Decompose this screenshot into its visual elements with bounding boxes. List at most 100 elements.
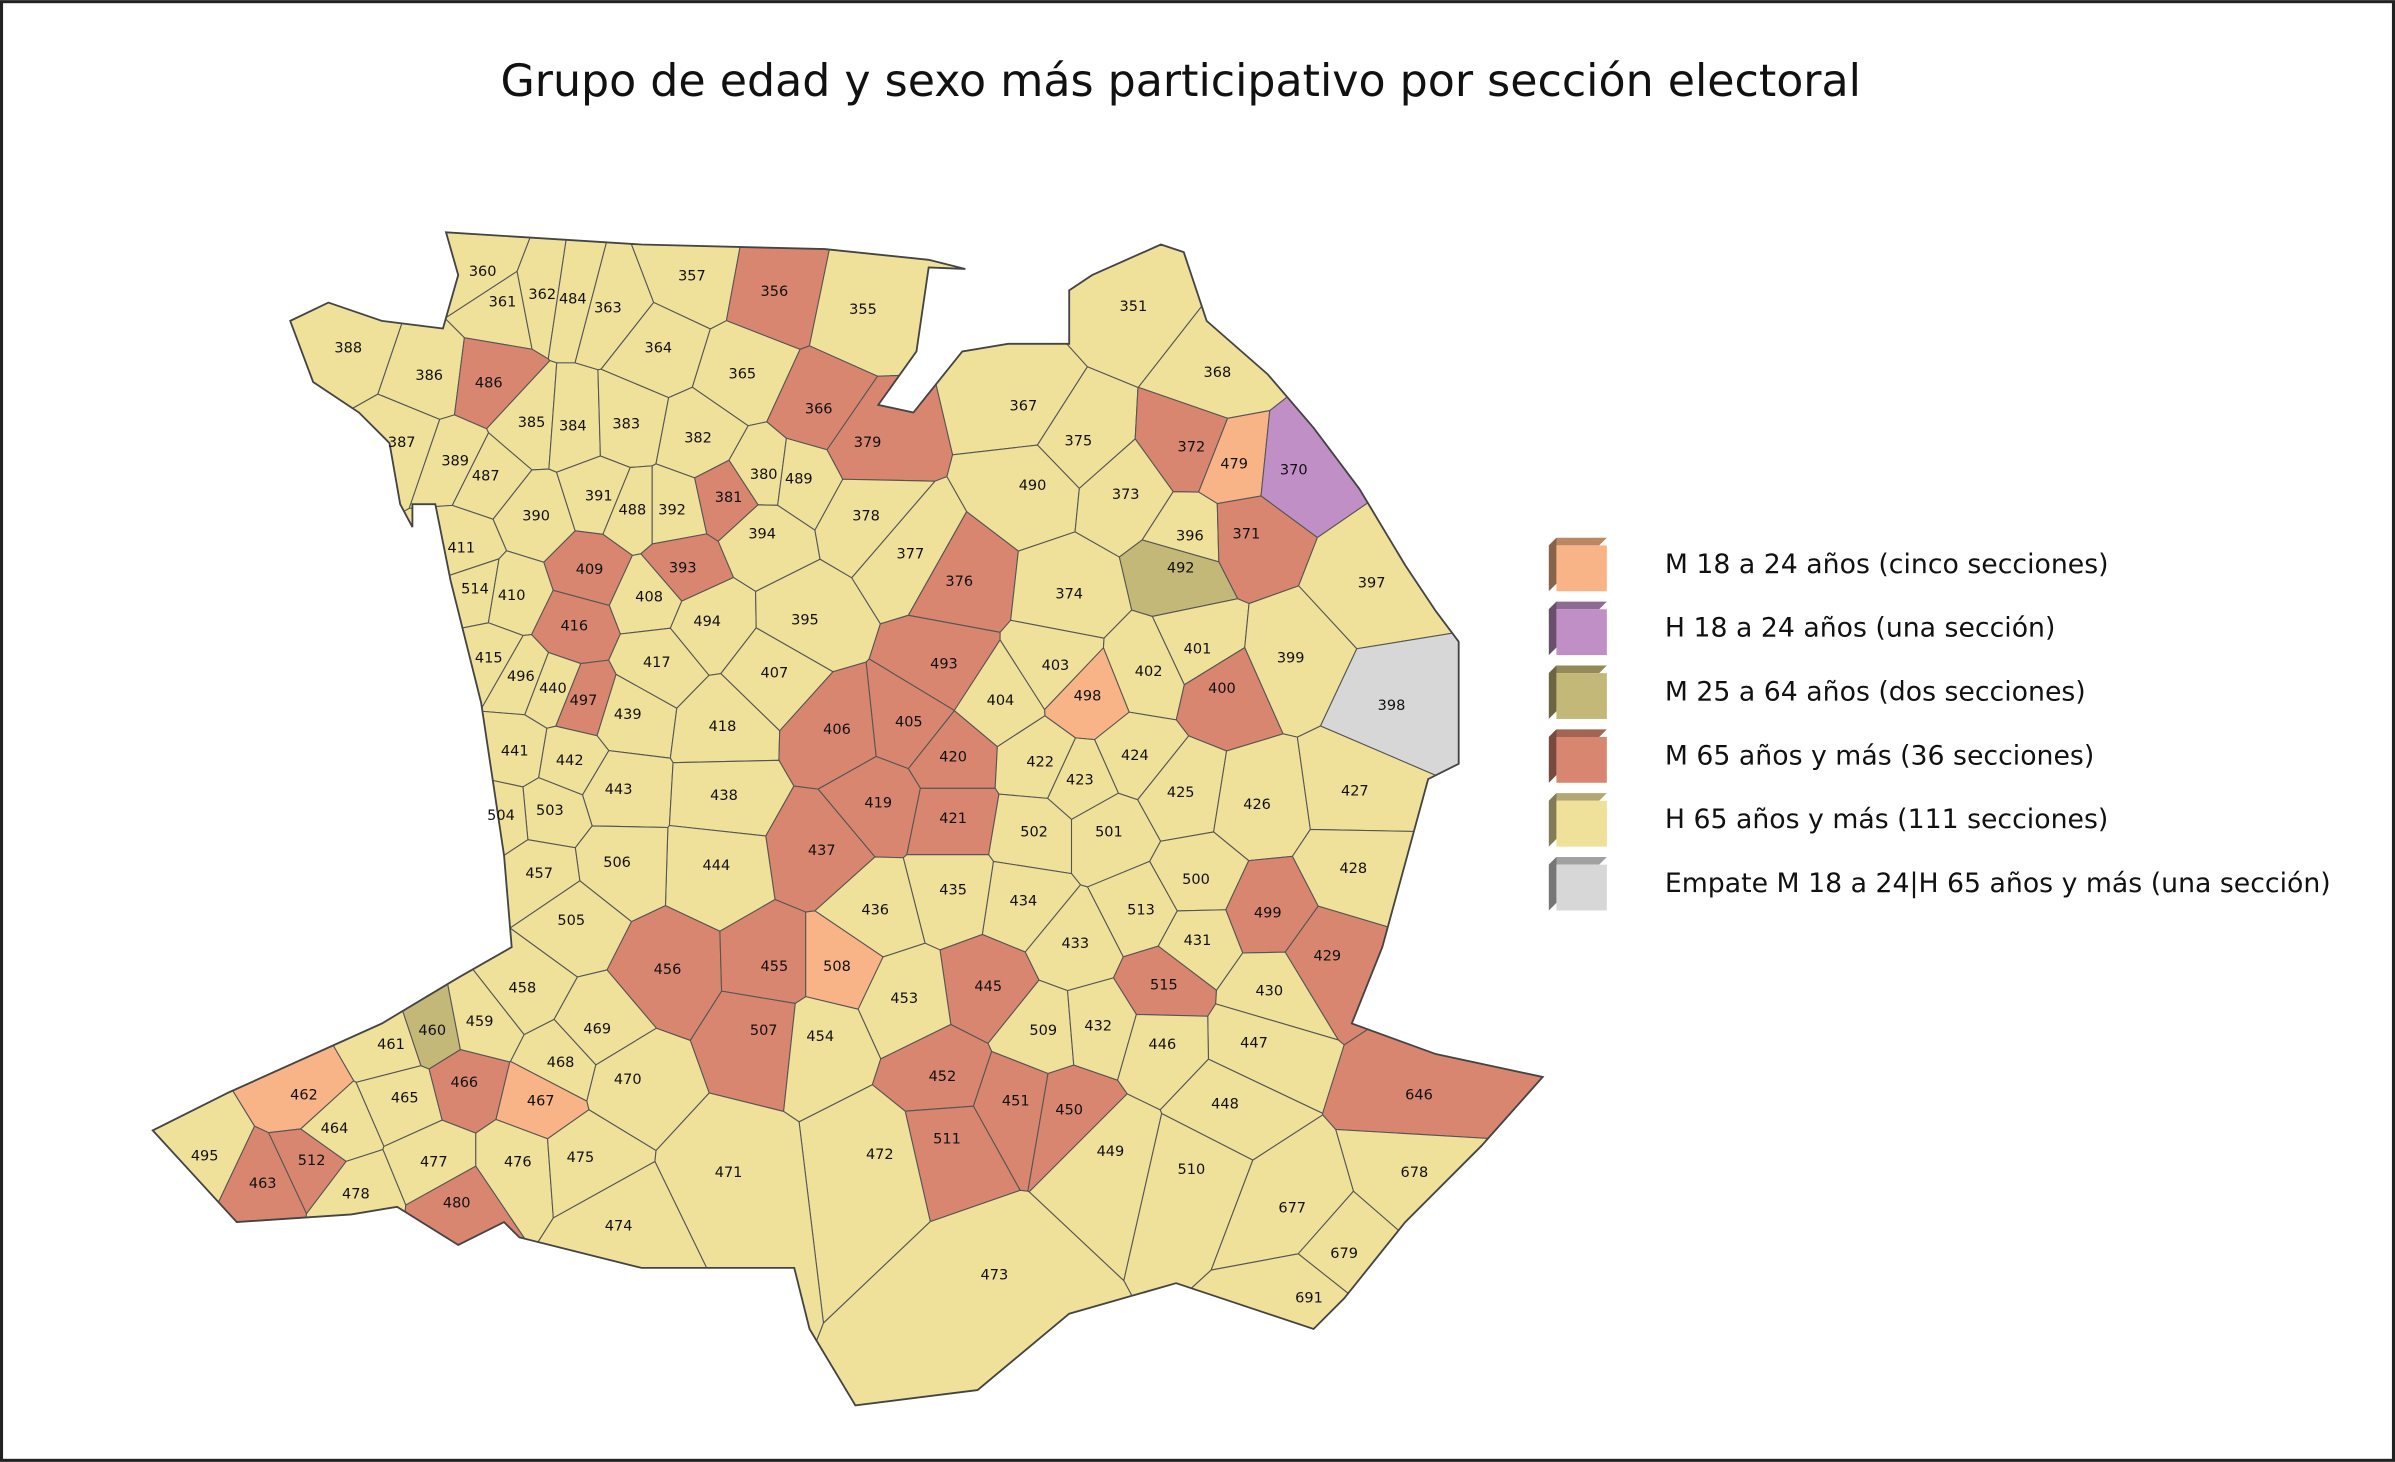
section-label: 678 bbox=[1401, 1165, 1429, 1181]
section-label: 484 bbox=[559, 292, 587, 308]
section-label: 367 bbox=[1010, 398, 1038, 414]
section-label: 470 bbox=[614, 1072, 642, 1088]
section-label: 510 bbox=[1178, 1162, 1206, 1178]
section-label: 420 bbox=[939, 750, 967, 766]
section-label: 505 bbox=[557, 913, 585, 929]
section-label: 506 bbox=[603, 855, 631, 871]
legend-swatch bbox=[1556, 609, 1607, 656]
legend-swatch-side bbox=[1548, 665, 1557, 719]
section-label: 691 bbox=[1295, 1290, 1323, 1306]
section-label: 497 bbox=[570, 693, 598, 709]
section-label: 477 bbox=[420, 1154, 448, 1170]
section-label: 507 bbox=[750, 1023, 778, 1039]
section-label: 433 bbox=[1061, 936, 1089, 952]
legend-swatch-top bbox=[1548, 729, 1607, 737]
section-label: 463 bbox=[249, 1176, 277, 1192]
section-label: 427 bbox=[1341, 783, 1369, 799]
section-label: 362 bbox=[528, 287, 556, 303]
section-label: 431 bbox=[1184, 933, 1212, 949]
section-label: 443 bbox=[605, 782, 633, 798]
section-label: 436 bbox=[861, 902, 889, 918]
legend: M 18 a 24 años (cinco secciones) H 18 a 2… bbox=[1548, 537, 2331, 911]
section-label: 407 bbox=[761, 666, 789, 682]
section-label: 469 bbox=[583, 1022, 611, 1038]
section-label: 401 bbox=[1184, 641, 1212, 657]
section-label: 679 bbox=[1330, 1246, 1358, 1262]
section-label: 454 bbox=[806, 1029, 834, 1045]
section-label: 465 bbox=[391, 1090, 419, 1106]
section-label: 445 bbox=[974, 979, 1002, 995]
section-label: 400 bbox=[1208, 681, 1236, 697]
section-label: 441 bbox=[501, 744, 529, 760]
section-label: 677 bbox=[1278, 1200, 1306, 1216]
section-label: 509 bbox=[1029, 1023, 1057, 1039]
section-label: 371 bbox=[1233, 527, 1261, 543]
legend-swatch-side bbox=[1548, 601, 1557, 656]
section-label: 439 bbox=[614, 707, 642, 723]
section-label: 376 bbox=[945, 574, 973, 590]
section-label: 467 bbox=[527, 1093, 555, 1109]
section-label: 495 bbox=[191, 1148, 219, 1164]
legend-swatch-top bbox=[1548, 665, 1607, 674]
legend-swatch-top bbox=[1548, 537, 1607, 546]
section-label: 364 bbox=[644, 340, 672, 356]
section-label: 503 bbox=[536, 803, 564, 819]
section-label: 396 bbox=[1176, 528, 1204, 544]
section-label: 387 bbox=[388, 435, 416, 451]
section-label: 422 bbox=[1026, 754, 1054, 770]
section-label: 382 bbox=[684, 430, 712, 446]
section-label: 424 bbox=[1121, 748, 1149, 764]
section-label: 365 bbox=[728, 366, 756, 382]
legend-swatch-top bbox=[1548, 601, 1607, 610]
section-label: 458 bbox=[509, 980, 537, 996]
section-label: 385 bbox=[518, 415, 546, 431]
section-label: 515 bbox=[1150, 977, 1178, 993]
section-label: 494 bbox=[693, 614, 721, 630]
section-label: 375 bbox=[1065, 434, 1093, 450]
section-label: 478 bbox=[342, 1187, 370, 1203]
section-label: 500 bbox=[1182, 872, 1210, 888]
section-label: 429 bbox=[1313, 948, 1341, 964]
section-label: 511 bbox=[933, 1132, 961, 1148]
section-label: 379 bbox=[854, 435, 882, 451]
section-label: 430 bbox=[1255, 983, 1283, 999]
section-label: 360 bbox=[469, 264, 497, 280]
section-label: 406 bbox=[823, 722, 851, 738]
section-label: 416 bbox=[560, 618, 588, 634]
section-label: 442 bbox=[556, 753, 584, 769]
section-label: 508 bbox=[823, 959, 851, 975]
section-label: 461 bbox=[377, 1037, 405, 1053]
section-label: 473 bbox=[981, 1268, 1009, 1284]
legend-swatch bbox=[1556, 545, 1607, 592]
section-label: 432 bbox=[1084, 1019, 1112, 1035]
section-label: 357 bbox=[678, 269, 706, 285]
section-label: 493 bbox=[930, 657, 958, 673]
section-label: 363 bbox=[594, 301, 622, 317]
section-label: 418 bbox=[709, 719, 737, 735]
section-label: 392 bbox=[658, 502, 686, 518]
section-label: 513 bbox=[1127, 902, 1155, 918]
section-label: 404 bbox=[987, 693, 1015, 709]
section-label: 415 bbox=[475, 650, 503, 666]
legend-label: Empate M 18 a 24|H 65 años y más (una se… bbox=[1665, 868, 2331, 899]
section-label: 425 bbox=[1167, 785, 1195, 801]
section-label: 464 bbox=[321, 1121, 349, 1137]
legend-swatch-side bbox=[1548, 793, 1557, 847]
section-label: 446 bbox=[1149, 1037, 1177, 1053]
section-label: 447 bbox=[1240, 1035, 1268, 1051]
legend-swatch bbox=[1556, 864, 1607, 911]
section-label: 408 bbox=[635, 589, 663, 605]
section-label: 456 bbox=[654, 962, 682, 978]
section-label: 426 bbox=[1243, 797, 1271, 813]
legend-label: M 18 a 24 años (cinco secciones) bbox=[1665, 549, 2109, 580]
section-label: 395 bbox=[791, 612, 819, 628]
legend-swatch-top bbox=[1548, 793, 1607, 801]
section-label: 398 bbox=[1378, 698, 1406, 714]
section-label: 411 bbox=[447, 540, 475, 556]
section-label: 450 bbox=[1055, 1103, 1083, 1119]
section-label: 373 bbox=[1112, 487, 1140, 503]
section-label: 380 bbox=[750, 467, 778, 483]
section-label: 351 bbox=[1120, 299, 1148, 315]
